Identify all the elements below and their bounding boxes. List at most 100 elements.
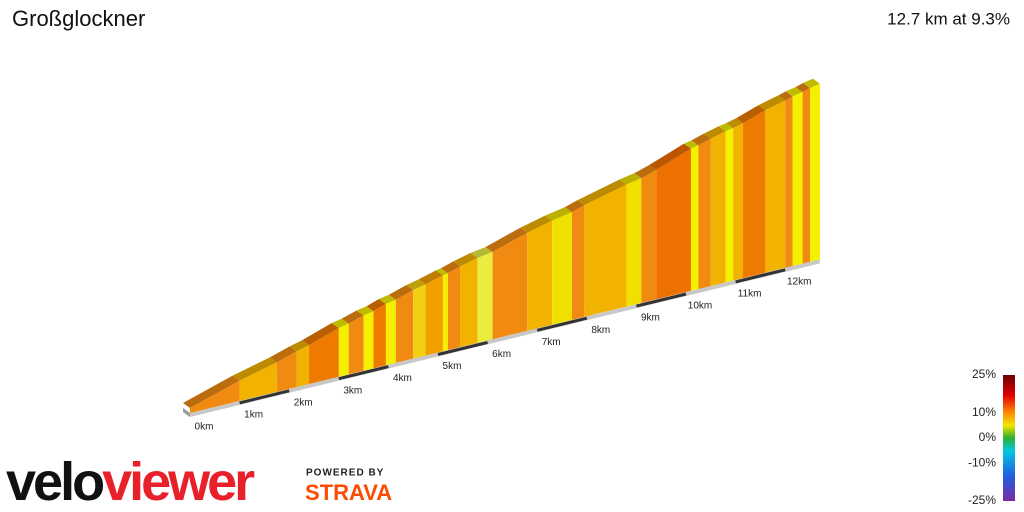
segment-top xyxy=(378,294,396,304)
segment-top xyxy=(435,268,448,276)
km-label: 11km xyxy=(738,289,762,300)
title: Großglockner xyxy=(12,6,145,31)
segment-top xyxy=(785,87,803,97)
segment xyxy=(395,290,414,363)
segment-top xyxy=(388,285,414,300)
legend-label: 10% xyxy=(972,405,996,419)
km-band xyxy=(338,365,389,381)
legend-label: 0% xyxy=(979,430,997,444)
segment xyxy=(698,138,711,289)
segment xyxy=(385,299,396,366)
segment xyxy=(348,315,364,375)
segment xyxy=(477,251,493,343)
logo: veloviewer xyxy=(6,452,255,512)
segment-top xyxy=(736,105,766,124)
segment-top xyxy=(778,91,793,101)
segment-top xyxy=(619,173,642,185)
segment xyxy=(442,273,448,352)
segment-top xyxy=(331,318,349,328)
km-label: 3km xyxy=(343,385,362,396)
segment-top xyxy=(418,270,443,285)
segment xyxy=(571,205,585,320)
segment-top xyxy=(183,375,240,408)
segment xyxy=(725,128,734,283)
km-band xyxy=(239,389,290,405)
segment xyxy=(656,148,691,300)
km-label: 6km xyxy=(492,349,511,360)
km-label: 10km xyxy=(688,301,712,312)
segment xyxy=(492,232,528,340)
km-band xyxy=(636,292,687,308)
segment-top xyxy=(366,298,386,312)
segment xyxy=(447,266,461,351)
segment-top xyxy=(485,227,528,252)
segment xyxy=(373,303,386,369)
km-label: 5km xyxy=(443,361,462,372)
segment xyxy=(363,311,374,371)
segment xyxy=(626,178,642,307)
km-band xyxy=(735,268,786,284)
segment xyxy=(296,345,310,387)
km-label: 12km xyxy=(787,276,811,287)
segment-top xyxy=(520,215,553,233)
km-band xyxy=(437,340,488,356)
segment xyxy=(641,169,657,303)
segment-top xyxy=(577,179,627,206)
km-label: 1km xyxy=(244,410,263,421)
segment-top xyxy=(718,123,734,132)
segment xyxy=(802,87,810,264)
segment xyxy=(276,351,297,392)
km-label: 4km xyxy=(393,373,412,384)
segment-top xyxy=(289,340,310,352)
segment xyxy=(527,220,553,331)
legend-bar xyxy=(1003,375,1015,501)
segment-top xyxy=(269,346,297,363)
logo-velo: velo xyxy=(6,452,103,512)
segment-top xyxy=(703,126,726,139)
segment xyxy=(239,362,277,401)
logo-viewer: viewer xyxy=(102,452,255,512)
segment xyxy=(425,275,443,356)
segment-top xyxy=(440,261,461,274)
segment xyxy=(309,327,339,384)
segment xyxy=(733,123,744,281)
km-label: 0km xyxy=(195,422,214,433)
segment xyxy=(765,100,786,273)
segment-top xyxy=(691,133,711,146)
segment-top xyxy=(470,246,493,258)
segment-top xyxy=(803,78,820,88)
segment xyxy=(584,184,627,317)
km-label: 9km xyxy=(641,313,660,324)
segment xyxy=(690,145,699,291)
segment xyxy=(743,110,766,279)
segment xyxy=(460,257,478,348)
segment xyxy=(338,323,349,377)
segment-top xyxy=(758,95,786,111)
km-label: 7km xyxy=(542,337,561,348)
segment-top xyxy=(341,310,364,324)
legend-label: -10% xyxy=(968,455,996,469)
powered-by: POWERED BY xyxy=(306,468,384,479)
segment-top xyxy=(649,143,691,170)
segment xyxy=(413,284,426,359)
segment xyxy=(190,380,240,413)
segment-top xyxy=(356,306,374,316)
segment xyxy=(792,92,803,266)
segment xyxy=(810,83,820,262)
legend-label: -25% xyxy=(968,493,996,507)
km-label: 8km xyxy=(591,325,610,336)
segment-top xyxy=(683,140,699,149)
segment-top xyxy=(634,164,657,179)
segment xyxy=(710,131,726,286)
km-band xyxy=(536,316,588,332)
segment-top xyxy=(302,322,339,346)
km-label: 2km xyxy=(294,397,313,408)
segment xyxy=(552,212,572,325)
strava: STRAVA xyxy=(305,480,392,505)
segment-top xyxy=(545,207,572,221)
segment-top xyxy=(406,279,426,291)
summary: 12.7 km at 9.3% xyxy=(887,9,1010,28)
segment xyxy=(785,96,793,268)
segment-top xyxy=(453,252,478,267)
